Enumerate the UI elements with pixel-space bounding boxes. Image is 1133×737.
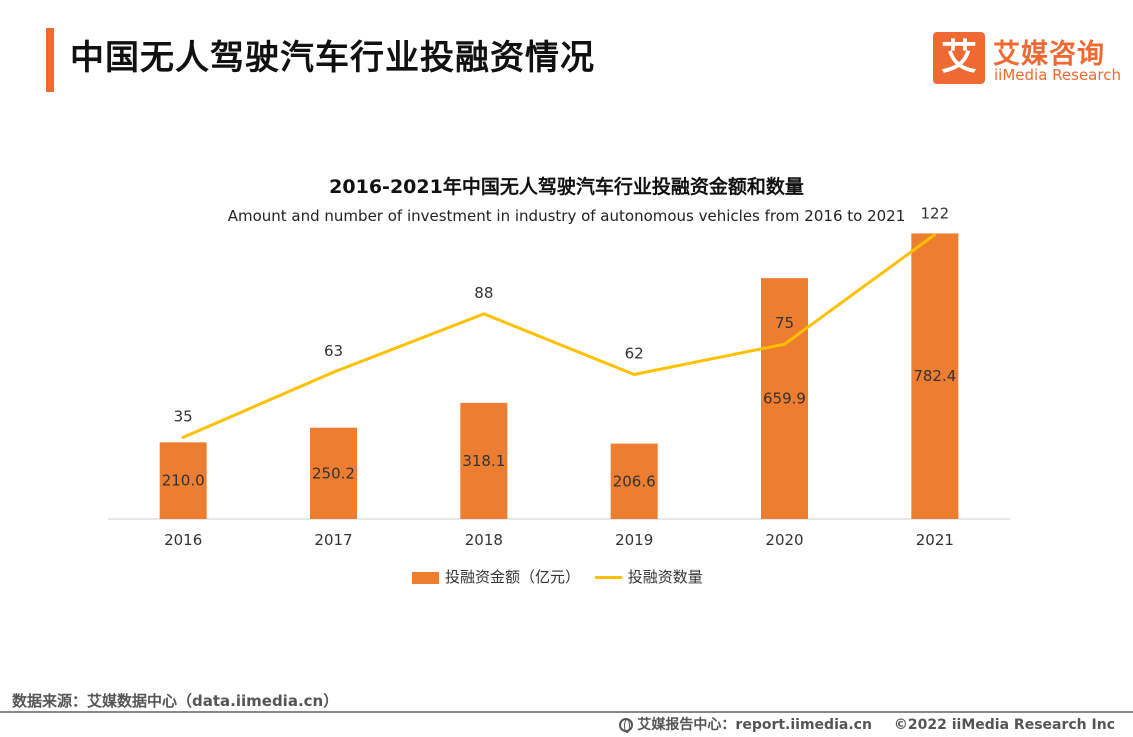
title-accent-bar [46, 28, 54, 92]
logo-name-cn: 艾媒咨询 [993, 39, 1105, 70]
chart-subtitle: Amount and number of investment in indus… [227, 207, 906, 225]
count-label-2020: 75 [775, 314, 794, 332]
globe-icon [619, 718, 634, 733]
count-label-2016: 35 [174, 407, 193, 425]
copyright: ©2022 iiMedia Research Inc [893, 717, 1115, 733]
brand-logo: 艾 艾媒咨询 iiMedia Research [933, 32, 1123, 86]
count-point-2018 [482, 312, 486, 316]
x-tick-2021: 2021 [916, 531, 954, 549]
legend-item-count: 投融资数量 [594, 566, 703, 587]
count-point-2017 [332, 370, 335, 374]
count-point-2021 [933, 233, 937, 237]
x-tick-2019: 2019 [615, 531, 653, 549]
bar-2020 [761, 278, 808, 519]
count-point-2020 [783, 342, 786, 346]
count-label-2017: 63 [324, 342, 343, 360]
count-label-2018: 88 [474, 284, 493, 302]
bar-2017 [310, 427, 357, 519]
chart-title: 2016-2021年中国无人驾驶汽车行业投融资金额和数量 [329, 176, 804, 198]
bar-2016 [159, 442, 207, 519]
bar-label-2018: 318.1 [462, 452, 505, 470]
x-tick-2018: 2018 [465, 531, 503, 549]
bar-label-2019: 206.6 [613, 472, 656, 490]
data-source: 数据来源：艾媒数据中心（data.iimedia.cn） [12, 692, 339, 710]
legend-swatch-line [594, 576, 622, 579]
chart-legend: 投融资金额（亿元） 投融资数量 [412, 566, 713, 588]
page-title: 中国无人驾驶汽车行业投融资情况 [70, 38, 595, 78]
logo-mark: 艾 [933, 32, 985, 84]
count-label-2021: 122 [921, 205, 950, 223]
report-link[interactable]: 艾媒报告中心：report.iimedia.cn [637, 717, 872, 733]
bar-label-2016: 210.0 [162, 472, 205, 490]
legend-swatch-bar [412, 571, 439, 584]
legend-label-amount: 投融资金额（亿元） [445, 568, 581, 586]
x-tick-2017: 2017 [314, 531, 352, 549]
legend-item-amount: 投融资金额（亿元） [412, 566, 580, 587]
bar-label-2021: 782.4 [913, 367, 956, 385]
bar-label-2020: 659.9 [763, 390, 806, 408]
count-label-2019: 62 [625, 344, 644, 362]
bar-label-2017: 250.2 [312, 464, 355, 482]
bar-2018 [460, 402, 508, 519]
bar-2019 [610, 443, 658, 519]
logo-name-en: iiMedia Research [994, 66, 1121, 84]
footer-divider [0, 711, 1133, 713]
count-point-2019 [632, 372, 636, 376]
x-tick-2016: 2016 [164, 531, 202, 549]
count-point-2016 [181, 435, 185, 439]
legend-label-count: 投融资数量 [627, 568, 703, 586]
bar-2021 [911, 233, 959, 519]
footer: 艾媒报告中心：report.iimedia.cn ©2022 iiMedia Re… [619, 714, 1115, 734]
count-line [182, 233, 936, 439]
x-tick-2020: 2020 [765, 531, 803, 549]
